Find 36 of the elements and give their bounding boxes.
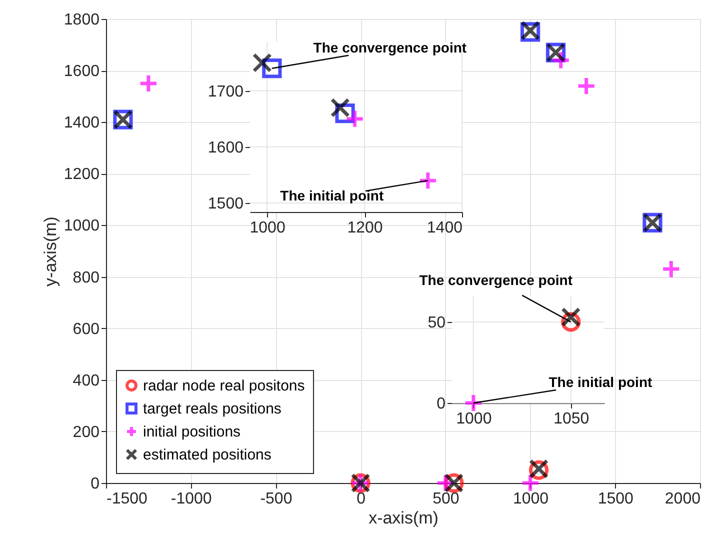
y-tick-label: 1600 bbox=[64, 63, 100, 80]
y-tick-label: 1400 bbox=[64, 114, 100, 132]
legend-label: radar node real positons bbox=[143, 378, 305, 394]
y-tick-label: 1700 bbox=[208, 83, 244, 100]
y-axis-title: y-axis(m) bbox=[40, 216, 60, 286]
annotation: The initial point bbox=[280, 188, 384, 204]
y-tick-label: 400 bbox=[72, 372, 100, 390]
x-tick-label: 1000 bbox=[512, 490, 549, 508]
x-tick-label: 1500 bbox=[598, 490, 634, 508]
y-tick-label: 1800 bbox=[64, 12, 100, 28]
x-axis-title: x-axis(m) bbox=[368, 508, 438, 528]
legend-label: initial positions bbox=[143, 424, 241, 440]
y-tick-label: 800 bbox=[72, 269, 100, 286]
x-tick-label: -1500 bbox=[106, 490, 148, 508]
point bbox=[561, 307, 581, 327]
x-tick-label: 1200 bbox=[347, 220, 383, 236]
y-tick-label: 200 bbox=[72, 424, 100, 441]
y-tick-label: 1500 bbox=[208, 196, 244, 213]
y-tick-label: 1200 bbox=[64, 166, 100, 184]
annotation: The initial point bbox=[548, 374, 652, 390]
legend-label: target reals positions bbox=[143, 400, 282, 418]
y-tick-label: 50 bbox=[428, 314, 446, 332]
y-tick-label: 0 bbox=[90, 476, 100, 492]
x-tick-label: -500 bbox=[260, 490, 292, 508]
x-tick-label: 2000 bbox=[664, 490, 701, 508]
point bbox=[464, 393, 484, 413]
y-tick-label: 1600 bbox=[208, 139, 244, 156]
x-tick-label: 0 bbox=[356, 490, 366, 508]
annotation: The convergence point bbox=[313, 39, 467, 56]
x-tick-label: -1000 bbox=[170, 490, 212, 508]
x-tick-label: 500 bbox=[432, 490, 460, 508]
x-tick-label: 1050 bbox=[554, 410, 590, 428]
y-tick-label: 600 bbox=[72, 320, 100, 338]
legend-label: estimated positions bbox=[143, 446, 272, 464]
annotation: The convergence point bbox=[419, 272, 573, 288]
x-tick-label: 1000 bbox=[250, 220, 286, 236]
